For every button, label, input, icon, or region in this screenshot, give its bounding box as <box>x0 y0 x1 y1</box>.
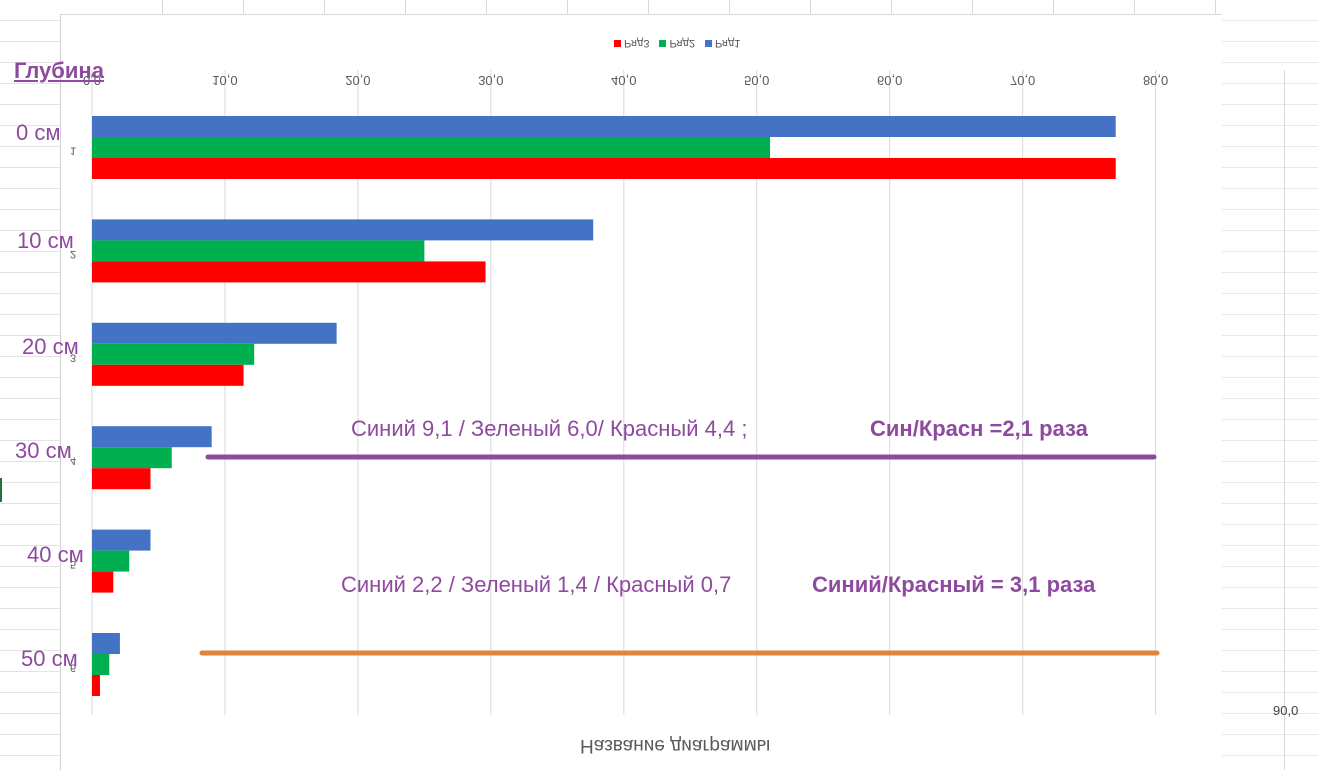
spreadsheet-row-gridlines <box>0 0 60 770</box>
legend-item-series1: Ряд1 <box>704 37 741 49</box>
x-tick-label-1: 10,0 <box>212 73 237 88</box>
chart-title-text: Название диаграммы <box>580 735 771 756</box>
depth-label-50: 50 см <box>21 646 78 671</box>
bar-Ряд2-5 <box>92 550 130 572</box>
bar-Ряд1-4 <box>92 426 212 448</box>
spreadsheet-column-gridlines <box>60 0 1222 15</box>
category-label-3: 3 <box>70 351 76 363</box>
annotation-1-ratio: Син/Красн =2,1 раза <box>870 416 1088 441</box>
category-label-6: 6 <box>70 662 76 674</box>
bar-Ряд1-5 <box>92 529 151 551</box>
annotation-2-ratio: Синий/Красный = 3,1 раза <box>812 572 1096 597</box>
bar-Ряд2-2 <box>92 240 425 262</box>
bar-Ряд1-3 <box>92 322 337 344</box>
chart-area-edge <box>1284 70 1285 770</box>
bar-Ряд1-2 <box>92 219 594 241</box>
x-tick-label-7: 70,0 <box>1010 73 1035 88</box>
depth-title: Глубина <box>14 58 104 83</box>
spreadsheet-right-gridlines <box>1222 0 1318 770</box>
depth-label-10: 10 см <box>17 228 74 253</box>
bar-Ряд2-6 <box>92 654 110 675</box>
depth-label-20: 20 см <box>22 334 79 359</box>
legend-label-series1: Ряд1 <box>714 37 741 49</box>
bar-Ряд1-6 <box>92 633 120 654</box>
bar-Ряд3-6 <box>92 675 100 696</box>
legend-label-series3: Ряд3 <box>624 37 650 49</box>
chart-area[interactable] <box>60 14 1285 770</box>
annotation-1-values: Синий 9,1 / Зеленый 6,0/ Красный 4,4 ; <box>351 416 748 441</box>
depth-label-30: 30 см <box>15 438 72 463</box>
legend-item-series2: Ряд2 <box>659 37 695 49</box>
x-tick-label-5: 50,0 <box>744 73 769 88</box>
bar-Ряд2-1 <box>92 137 771 158</box>
chart-legend[interactable]: Ряд3 Ряд2 Ряд1 <box>614 37 740 49</box>
x-tick-label-6: 60,0 <box>877 73 902 88</box>
bar-Ряд2-3 <box>92 343 255 365</box>
bar-Ряд3-4 <box>92 468 151 490</box>
legend-swatch-series3 <box>614 39 621 47</box>
bar-Ряд1-1 <box>92 116 1116 137</box>
depth-label-40: 40 см <box>27 542 84 567</box>
bar-Ряд2-4 <box>92 447 172 469</box>
category-label-5: 5 <box>70 558 76 570</box>
cell-selection-marker <box>0 478 2 502</box>
legend-item-series3: Ряд3 <box>614 37 649 49</box>
legend-swatch-series1 <box>704 39 712 47</box>
stray-axis-value: 90,0 <box>1273 703 1299 718</box>
x-tick-label-3: 30,0 <box>478 73 503 88</box>
x-tick-label-8: 80,0 <box>1143 73 1168 88</box>
bar-Ряд3-3 <box>92 364 244 386</box>
bar-Ряд3-5 <box>92 571 114 593</box>
bar-Ряд3-1 <box>92 158 1116 179</box>
category-label-4: 4 <box>70 455 76 467</box>
depth-label-0: 0 см <box>16 120 61 145</box>
bar-Ряд3-2 <box>92 261 486 283</box>
annotation-2-values: Синий 2,2 / Зеленый 1,4 / Красный 0,7 <box>341 572 732 597</box>
x-tick-label-4: 40,0 <box>611 73 636 88</box>
x-tick-label-2: 20,0 <box>345 73 370 88</box>
category-label-1: 1 <box>70 145 76 157</box>
chart-title[interactable]: Название диаграммы <box>580 734 770 756</box>
category-label-2: 2 <box>70 248 76 260</box>
x-tick-label-0: 0,0 <box>83 73 101 88</box>
legend-swatch-series2 <box>659 39 667 47</box>
legend-label-series2: Ряд2 <box>669 37 695 49</box>
